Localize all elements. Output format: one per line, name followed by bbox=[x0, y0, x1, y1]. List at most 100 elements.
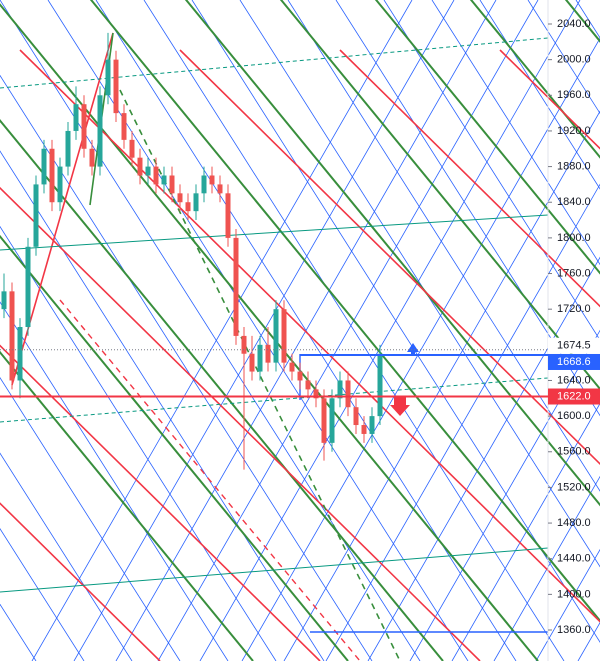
candle-body bbox=[225, 193, 231, 238]
candle-body bbox=[321, 398, 327, 443]
drawing-line bbox=[0, 350, 254, 661]
candle-body bbox=[65, 130, 71, 167]
candle-body bbox=[105, 59, 111, 96]
drawing-line bbox=[184, 0, 600, 507]
drawing-line bbox=[493, 475, 600, 661]
drawing-line bbox=[469, 0, 600, 159]
candle-body bbox=[281, 309, 287, 363]
y-tick-label: 1840.0 bbox=[557, 196, 591, 208]
drawing-line bbox=[0, 377, 549, 423]
drawing-line bbox=[0, 3, 539, 661]
drawing-line bbox=[431, 0, 600, 266]
candle-body bbox=[249, 353, 255, 372]
price-label-box bbox=[548, 388, 600, 405]
drawing-line bbox=[0, 37, 549, 89]
y-tick-label: 1960.0 bbox=[557, 89, 591, 101]
drawing-line bbox=[0, 0, 421, 661]
candle-body bbox=[57, 166, 63, 203]
candle-body bbox=[241, 335, 247, 354]
candle-body bbox=[233, 237, 239, 336]
candle-body bbox=[17, 327, 23, 381]
price-label: 1622.0 bbox=[557, 390, 591, 402]
candle-body bbox=[121, 113, 127, 140]
drawing-line bbox=[0, 74, 373, 661]
candle-body bbox=[217, 184, 223, 194]
drawing-line bbox=[325, 183, 600, 661]
candle-body bbox=[97, 95, 103, 167]
candle-body bbox=[169, 175, 175, 194]
candle-body bbox=[297, 371, 303, 381]
drawing-line bbox=[374, 0, 600, 275]
candle-body bbox=[9, 291, 15, 381]
drawing-line bbox=[0, 452, 133, 661]
candle-body bbox=[313, 389, 319, 399]
drawing-line bbox=[0, 502, 161, 661]
drawing-line bbox=[157, 0, 539, 661]
drawing-line bbox=[0, 234, 349, 661]
y-tick-label: 2040.0 bbox=[557, 18, 591, 30]
drawing-line bbox=[73, 0, 455, 661]
candles bbox=[1, 32, 383, 470]
y-tick-label: 1920.0 bbox=[557, 125, 591, 137]
candle-body bbox=[129, 139, 135, 158]
candle-body bbox=[185, 202, 191, 212]
candle-body bbox=[137, 157, 143, 176]
candle-body bbox=[193, 193, 199, 212]
drawing-line bbox=[239, 0, 600, 568]
y-tick-label: 1360.0 bbox=[557, 624, 591, 636]
y-tick-label: 1600.0 bbox=[557, 410, 591, 422]
candle-body bbox=[337, 380, 343, 399]
price-label: 1668.6 bbox=[557, 356, 591, 368]
candle-body bbox=[1, 291, 7, 310]
candle-body bbox=[377, 353, 383, 417]
candle-body bbox=[161, 175, 167, 185]
drawing-line bbox=[199, 0, 581, 661]
candle-body bbox=[33, 184, 39, 247]
drawing-line bbox=[0, 118, 444, 661]
candle-body bbox=[289, 362, 295, 372]
y-tick-label: 1720.0 bbox=[557, 303, 591, 315]
candle-body bbox=[265, 344, 271, 363]
drawing-line bbox=[287, 0, 600, 492]
candle-body bbox=[41, 148, 47, 185]
candle-body bbox=[369, 416, 375, 434]
candle-body bbox=[153, 166, 159, 185]
candle-body bbox=[113, 59, 119, 114]
y-tick-label: 2000.0 bbox=[557, 54, 591, 66]
candle-body bbox=[25, 246, 31, 327]
drawing-line bbox=[409, 329, 600, 661]
drawing-line bbox=[0, 225, 277, 661]
candle-body bbox=[329, 398, 335, 443]
price-label-box bbox=[548, 353, 600, 370]
candle-body bbox=[201, 175, 207, 194]
drawing-line bbox=[479, 0, 600, 190]
drawing-line bbox=[335, 0, 600, 417]
drawing-line bbox=[0, 547, 549, 593]
arrow-down bbox=[390, 397, 410, 416]
drawing-line bbox=[119, 89, 401, 661]
drawing-line bbox=[241, 37, 600, 661]
candle-body bbox=[353, 407, 359, 426]
candle-body bbox=[145, 166, 151, 176]
drawing-line bbox=[0, 214, 549, 251]
price-label: 1674.5 bbox=[557, 340, 591, 352]
y-tick-label: 1440.0 bbox=[557, 553, 591, 565]
drawing-line bbox=[59, 299, 361, 661]
candle-body bbox=[273, 309, 279, 363]
drawing-line bbox=[0, 186, 481, 661]
y-tick-label: 1640.0 bbox=[557, 374, 591, 386]
drawing-line bbox=[535, 548, 600, 661]
y-tick-label: 1480.0 bbox=[557, 517, 591, 529]
drawing-line bbox=[31, 0, 413, 661]
candle-body bbox=[89, 148, 95, 167]
candle-body bbox=[49, 148, 55, 203]
y-tick-label: 1800.0 bbox=[557, 232, 591, 244]
y-tick-label: 1400.0 bbox=[557, 588, 591, 600]
candle-body bbox=[177, 193, 183, 203]
drawing-line bbox=[143, 0, 565, 661]
drawing-line bbox=[339, 49, 600, 308]
drawing-line bbox=[383, 0, 600, 341]
drawing-line bbox=[0, 150, 325, 661]
